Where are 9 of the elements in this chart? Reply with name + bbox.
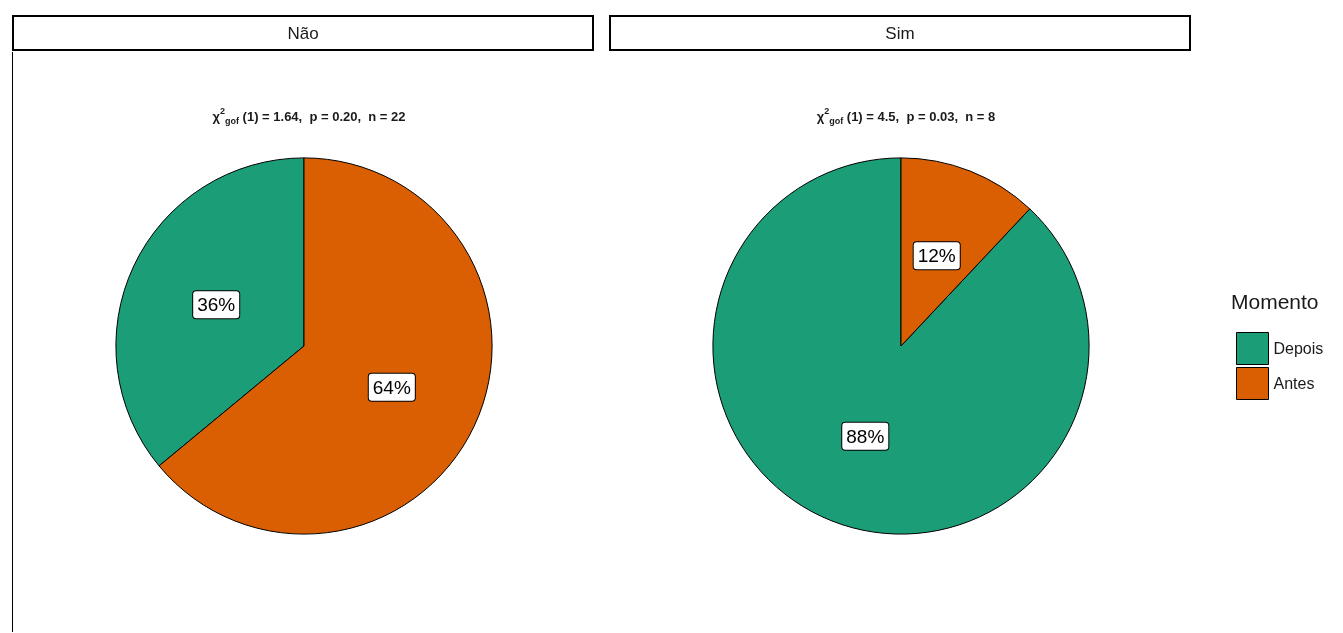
legend-label: Antes (1273, 375, 1315, 392)
data-label: 12% (917, 245, 956, 267)
legend-label: Depois (1273, 340, 1324, 357)
data-label: 88% (846, 425, 885, 447)
chart-title: Não (12, 15, 594, 51)
data-label: 36% (197, 294, 236, 316)
chart-title: Sim (609, 15, 1191, 51)
legend-title: Momento (1231, 290, 1319, 313)
data-label: 64% (372, 376, 411, 398)
